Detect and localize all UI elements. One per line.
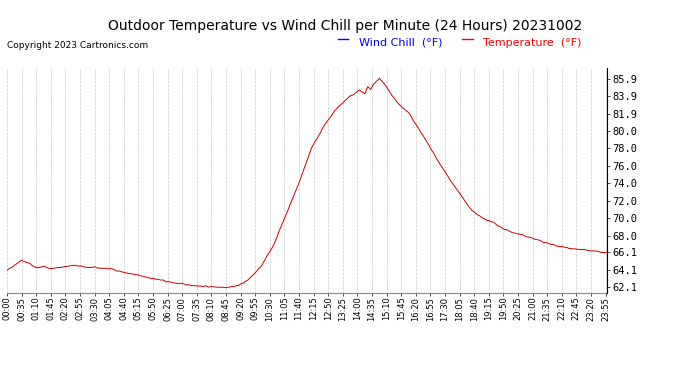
Text: Temperature  (°F): Temperature (°F) — [483, 38, 582, 48]
Text: Copyright 2023 Cartronics.com: Copyright 2023 Cartronics.com — [7, 41, 148, 50]
Text: Outdoor Temperature vs Wind Chill per Minute (24 Hours) 20231002: Outdoor Temperature vs Wind Chill per Mi… — [108, 19, 582, 33]
Text: Wind Chill  (°F): Wind Chill (°F) — [359, 38, 442, 48]
